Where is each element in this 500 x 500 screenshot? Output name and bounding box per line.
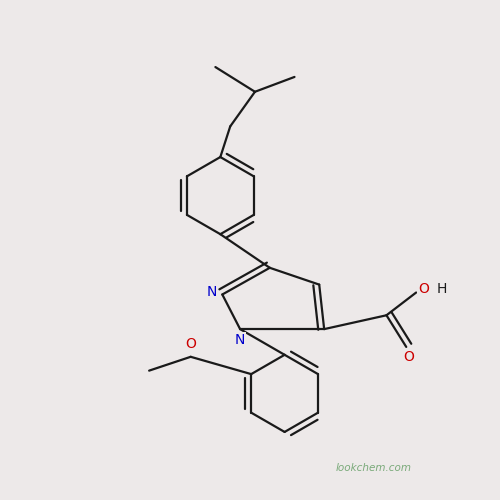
Text: O: O — [185, 337, 196, 351]
Text: lookchem.com: lookchem.com — [336, 462, 411, 472]
Text: N: N — [206, 284, 216, 298]
Text: O: O — [404, 350, 414, 364]
Text: N: N — [235, 333, 246, 347]
Text: H: H — [436, 282, 447, 296]
Text: O: O — [418, 282, 429, 296]
